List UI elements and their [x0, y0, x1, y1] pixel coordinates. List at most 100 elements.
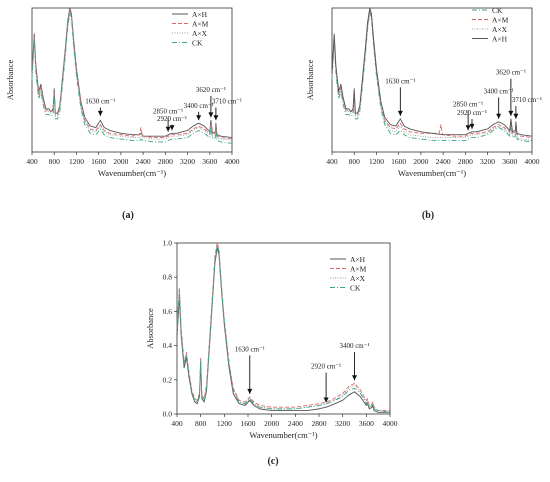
- x-tick-label: 800: [349, 157, 361, 166]
- legend-label: A×H: [492, 35, 508, 44]
- legend: A×HA×MA×XCK: [172, 10, 209, 48]
- annotation-label: 3710 cm⁻¹: [512, 96, 542, 104]
- annotation-arrowhead: [496, 113, 502, 119]
- legend-label: A×M: [350, 265, 367, 274]
- x-tick-label: 4000: [525, 157, 540, 166]
- annotation-label: 3400 cm⁻¹: [339, 342, 369, 350]
- series-line-axm: [176, 242, 390, 412]
- annotation-label: 2920 cm⁻¹: [457, 109, 487, 117]
- y-axis-title: Absorbance: [5, 59, 15, 100]
- annotation-arrowhead: [352, 375, 357, 381]
- x-axis-title: Wavenumber(cm⁻¹): [249, 430, 317, 440]
- annotation-arrowhead: [508, 110, 514, 116]
- series-line-axh: [331, 7, 533, 137]
- x-tick-label: 400: [26, 157, 38, 166]
- annotation-arrowhead: [397, 110, 403, 116]
- annotation-label: 3400 cm⁻¹: [484, 87, 514, 95]
- annotation-arrowhead: [469, 123, 475, 129]
- x-axis-title: Wavenumber(cm⁻¹): [98, 168, 166, 178]
- x-tick-label: 1600: [391, 157, 406, 166]
- legend: A×HA×MA×XCK: [330, 255, 367, 293]
- legend-label: A×X: [350, 274, 366, 283]
- legend-label: CK: [492, 6, 503, 15]
- x-tick-label: 1200: [369, 157, 384, 166]
- legend-label: A×H: [192, 10, 208, 19]
- chart-panel-1: 400 800 1200 1600 2000 2400 2800 3200 3600 4000 Wa…: [5, 7, 242, 221]
- annotation-label: 1630 cm⁻¹: [85, 97, 115, 105]
- x-tick-label: 3200: [180, 157, 195, 166]
- annotation-arrowhead: [97, 110, 103, 116]
- x-tick-label: 800: [49, 157, 61, 166]
- x-axis-title: Wavenumber(cm⁻¹): [398, 168, 466, 178]
- panel-label: (a): [122, 210, 134, 221]
- legend-label: CK: [350, 284, 361, 293]
- annotation-arrowhead: [323, 397, 329, 403]
- x-tick-label: 400: [171, 419, 183, 428]
- annotation-label: 3620 cm⁻¹: [496, 69, 526, 77]
- x-tick-label: 2800: [312, 419, 327, 428]
- x-tick-label: 3200: [335, 419, 350, 428]
- series-line-ck: [31, 11, 233, 144]
- chart-panel-2: 400 800 1200 1600 2000 2400 2800 3200 3600 4000 Wa…: [305, 6, 542, 221]
- x-tick-label: 2400: [288, 419, 303, 428]
- series-line-axh: [176, 247, 390, 413]
- y-tick-label: 0.4: [163, 341, 173, 350]
- x-tick-label: 2800: [158, 157, 173, 166]
- annotation-label: 2920 cm⁻¹: [311, 363, 341, 371]
- annotation-label: 2850 cm⁻¹: [153, 108, 183, 116]
- legend-label: A×X: [192, 29, 208, 38]
- chart-panel-3: 400 800 1200 1600 2000 2400 2800 3200 3600 4000 0.…: [145, 239, 398, 468]
- x-tick-label: 3600: [359, 419, 374, 428]
- series-line-axx: [31, 10, 233, 141]
- annotation-arrowhead: [213, 115, 219, 121]
- legend-label: A×M: [492, 16, 509, 25]
- legend: CKA×MA×XA×H: [472, 6, 509, 44]
- x-tick-label: 2400: [436, 157, 451, 166]
- series-line-axm: [31, 8, 233, 140]
- y-axis-title: Absorbance: [305, 59, 315, 100]
- annotation-arrowhead: [169, 125, 175, 131]
- legend-label: A×X: [492, 25, 508, 34]
- x-tick-label: 1200: [217, 419, 232, 428]
- x-tick-label: 2000: [413, 157, 428, 166]
- x-tick-label: 2800: [458, 157, 473, 166]
- annotation-arrowhead: [165, 126, 171, 132]
- annotation-label: 1630 cm⁻¹: [385, 77, 415, 85]
- x-tick-label: 2400: [136, 157, 151, 166]
- x-tick-label: 2000: [113, 157, 128, 166]
- annotation-arrowhead: [208, 112, 214, 118]
- x-tick-label: 3600: [502, 157, 517, 166]
- panel-label: (b): [422, 210, 434, 221]
- x-tick-label: 3600: [202, 157, 217, 166]
- x-tick-label: 4000: [383, 419, 398, 428]
- x-tick-label: 3200: [480, 157, 495, 166]
- y-tick-label: 0.2: [163, 375, 173, 384]
- legend-label: A×M: [192, 20, 209, 29]
- annotation-arrowhead: [465, 125, 471, 131]
- annotation-label: 3620 cm⁻¹: [196, 86, 226, 94]
- panel-label: (c): [267, 456, 278, 467]
- x-tick-label: 2000: [264, 419, 279, 428]
- x-tick-label: 1200: [69, 157, 84, 166]
- x-tick-label: 1600: [91, 157, 106, 166]
- legend-label: CK: [192, 39, 203, 48]
- x-tick-label: 400: [326, 157, 338, 166]
- annotation-arrowhead: [513, 113, 519, 119]
- legend-label: A×H: [350, 255, 366, 264]
- y-tick-label: 1.0: [163, 239, 173, 248]
- series-line-ck: [176, 244, 391, 413]
- y-tick-label: 0.6: [163, 307, 173, 316]
- x-tick-label: 800: [195, 419, 207, 428]
- x-tick-label: 1600: [241, 419, 256, 428]
- y-tick-label: 0.0: [163, 410, 173, 419]
- annotation-label: 3710 cm⁻¹: [212, 97, 242, 105]
- annotation-label: 2850 cm⁻¹: [453, 100, 483, 108]
- x-tick-label: 4000: [225, 157, 240, 166]
- series-line-ck: [331, 11, 533, 143]
- series-line-axx: [331, 10, 533, 141]
- annotation-label: 3400 cm⁻¹: [184, 102, 214, 110]
- annotation-arrowhead: [196, 115, 202, 121]
- y-axis-title: Absorbance: [145, 308, 155, 349]
